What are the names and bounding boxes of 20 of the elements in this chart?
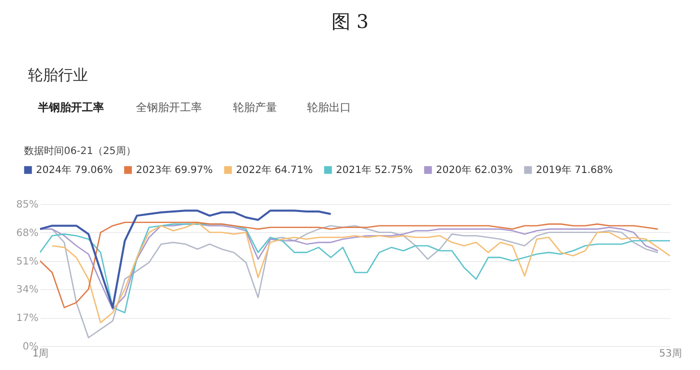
legend-title: 数据时间06-21（25周） [24, 145, 136, 157]
x-tick-label: 1周 [32, 348, 49, 360]
text: 半钢胎开工率 [37, 101, 104, 114]
chart-subtitle: 轮胎行业 [28, 66, 88, 84]
legend-label: 2022年 64.71% [236, 164, 313, 176]
text: 全钢胎开工率 [136, 101, 202, 114]
text: 轮胎产量 [233, 101, 277, 114]
legend-label: 2023年 69.97% [136, 164, 213, 176]
legend-label: 2021年 52.75% [336, 164, 413, 176]
legend-label: 2019年 71.68% [536, 164, 613, 176]
text: 轮胎出口 [307, 101, 351, 114]
chart-title: 图 3 [331, 11, 369, 33]
y-tick-label: 51% [16, 256, 38, 268]
y-tick-label: 68% [16, 228, 38, 239]
y-tick-label: 34% [16, 284, 38, 296]
legend-label: 2024年 79.06% [36, 164, 113, 176]
x-tick-label: 53周 [659, 348, 682, 360]
y-tick-label: 17% [16, 313, 38, 324]
y-tick-label: 85% [16, 200, 38, 210]
legend-label: 2020年 62.03% [436, 164, 513, 176]
